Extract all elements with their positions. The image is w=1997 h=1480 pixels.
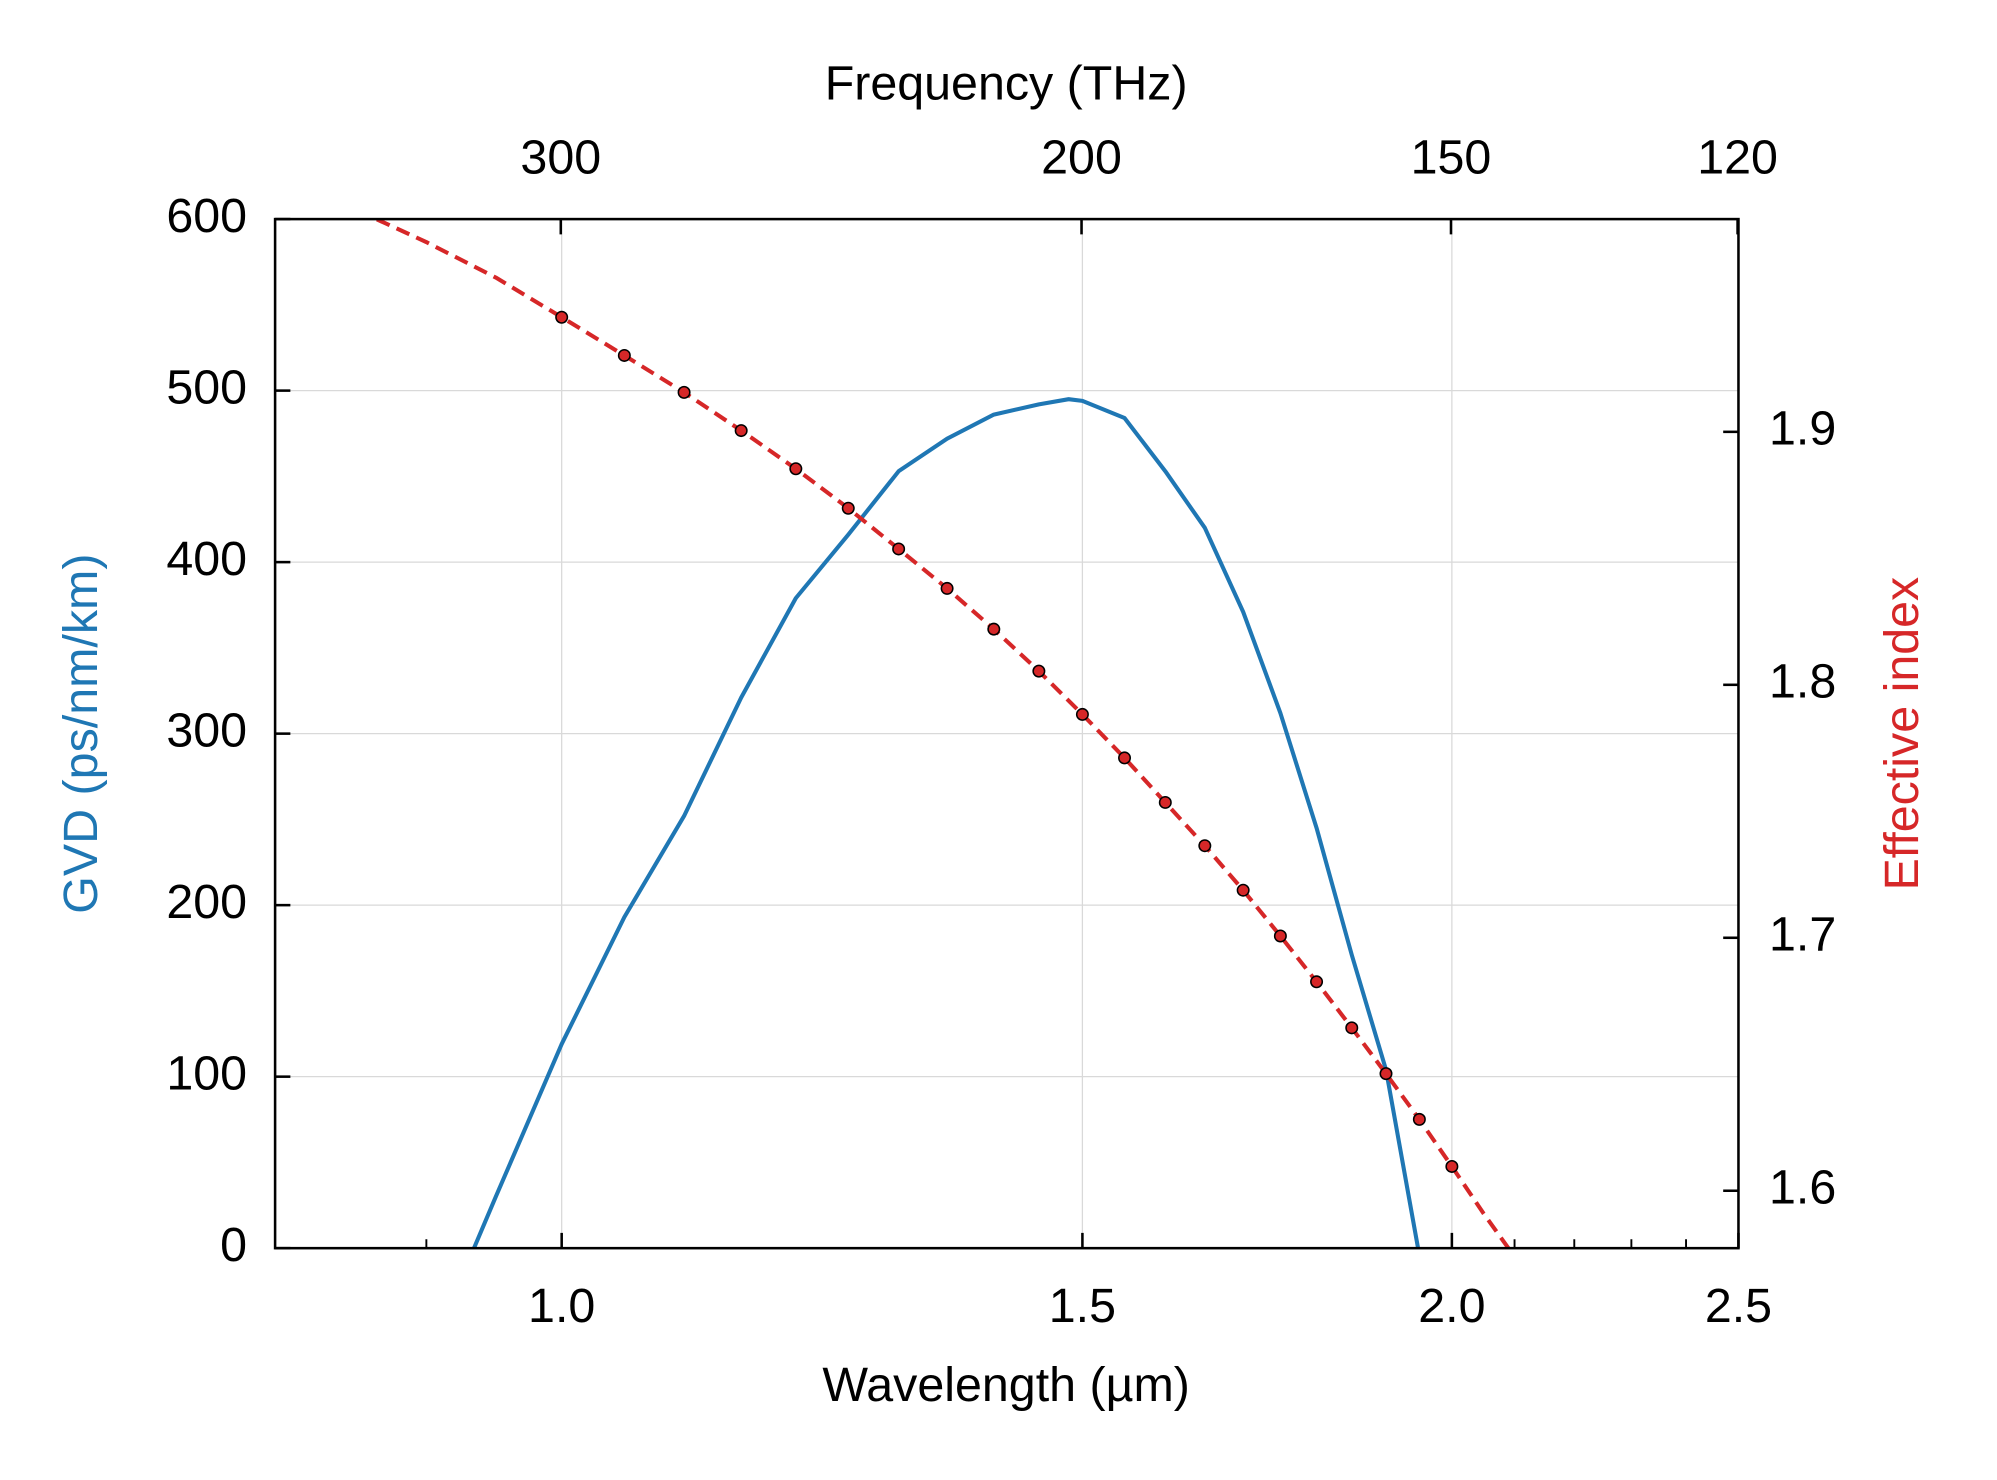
data-point <box>1236 883 1250 897</box>
fit-line <box>376 219 1511 1249</box>
x2-tick-label: 300 <box>520 130 601 184</box>
data-point <box>1412 1112 1426 1126</box>
y2-tick-label: 1.6 <box>1769 1161 1836 1215</box>
y2-tick-label: 1.9 <box>1769 402 1836 456</box>
x-tick-label: 2.0 <box>1418 1279 1485 1333</box>
y-tick-label: 0 <box>220 1218 247 1272</box>
x2-tick-label: 150 <box>1411 130 1492 184</box>
data-point <box>1158 795 1172 809</box>
x-axis-label: Wavelength (µm) <box>822 1358 1190 1412</box>
y2-tick-label: 1.8 <box>1769 655 1836 709</box>
x-tick-label: 1.0 <box>528 1279 595 1333</box>
y2-axis-label: Effective index <box>1875 577 1929 891</box>
data-point <box>1032 664 1046 678</box>
data-point <box>555 310 569 324</box>
data-point <box>987 622 1001 636</box>
data-point <box>892 542 906 556</box>
x-tick-label: 1.5 <box>1049 1279 1116 1333</box>
y-tick-label: 500 <box>166 360 247 414</box>
y-tick-label: 600 <box>166 189 247 243</box>
y-tick-label: 200 <box>166 875 247 929</box>
y-tick-label: 100 <box>166 1046 247 1100</box>
data-point <box>734 424 748 438</box>
data-point <box>677 385 691 399</box>
data-line <box>472 397 1421 1249</box>
y-tick-label: 400 <box>166 532 247 586</box>
x2-tick-label: 200 <box>1041 130 1122 184</box>
plot-frame <box>273 217 1740 1250</box>
x2-axis-label: Frequency (THz) <box>825 56 1188 110</box>
x2-tick-label: 120 <box>1697 130 1778 184</box>
data-point <box>940 581 954 595</box>
data-point <box>789 462 803 476</box>
data-point <box>1379 1067 1393 1081</box>
data-point <box>1445 1159 1459 1173</box>
data-point <box>1310 975 1324 989</box>
data-point <box>617 348 631 362</box>
data-point <box>1075 707 1089 721</box>
y-axis-label: GVD (ps/nm/km) <box>54 554 108 914</box>
y2-tick-label: 1.7 <box>1769 908 1836 962</box>
data-point <box>1273 929 1287 943</box>
y-tick-label: 300 <box>166 703 247 757</box>
x-tick-label: 2.5 <box>1705 1279 1772 1333</box>
data-point <box>1118 751 1132 765</box>
data-point <box>1198 839 1212 853</box>
data-point <box>841 501 855 515</box>
data-point <box>1345 1021 1359 1035</box>
